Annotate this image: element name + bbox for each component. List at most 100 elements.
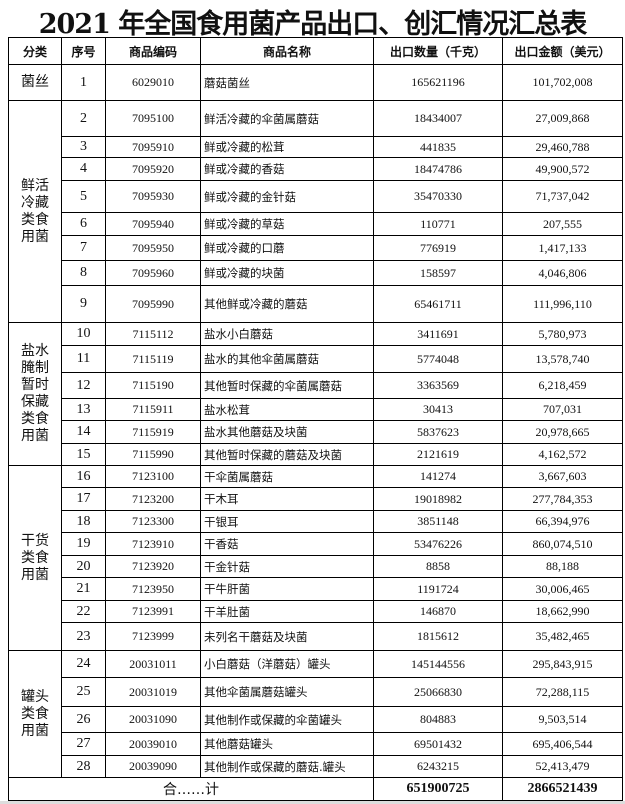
code-cell: 7095940 (105, 212, 201, 236)
code-cell: 7123100 (105, 465, 201, 488)
table-row: 26 20031090 其他制作或保藏的伞菌罐头 804883 9,503,514 (9, 706, 623, 733)
amount-cell: 52,413,479 (502, 755, 623, 778)
seq-cell: 20 (61, 555, 106, 578)
table-row: 鲜活冷藏类食用菌 2 7095100 鲜活冷藏的伞菌属蘑菇 18434007 27,009… (8, 100, 623, 323)
seq-cell: 26 (61, 706, 106, 733)
quantity-cell: 110771 (373, 212, 503, 236)
amount-cell: 72,288,115 (502, 677, 623, 707)
export-summary-table: 分类 序号 商品编码 商品名称 出口数量（千克） 出口金额（美元） 菌丝 1 602… (8, 37, 623, 801)
amount-cell: 695,406,544 (502, 732, 623, 756)
code-cell: 7123999 (105, 622, 201, 651)
code-cell: 7115990 (105, 443, 201, 466)
name-cell: 鲜或冷藏的口蘑 (200, 235, 374, 261)
header-code: 商品编码 (105, 37, 201, 65)
name-cell: 鲜或冷藏的金针菇 (200, 180, 374, 213)
category-cell: 罐头类食用菌 (8, 650, 62, 778)
table-row: 干货类食用菌 16 7123100 干伞菌属蘑菇 141274 3,667,603 (8, 465, 623, 651)
code-cell: 7095990 (105, 285, 201, 323)
total-label: 合……计 (8, 777, 374, 801)
seq-cell: 21 (61, 577, 106, 601)
table-row: 13 7115911 盐水松茸 30413 707,031 (9, 398, 623, 421)
name-cell: 其他鲜或冷藏的蘑菇 (200, 285, 374, 323)
header-category: 分类 (8, 37, 62, 65)
amount-cell: 860,074,510 (502, 532, 623, 556)
seq-cell: 9 (61, 285, 106, 323)
quantity-cell: 804883 (373, 706, 503, 733)
table-row: 22 7123991 干羊肚菌 146870 18,662,990 (9, 600, 623, 623)
category-cell: 菌丝 (8, 64, 62, 101)
total-row: 合……计 651900725 2866521439 (8, 777, 623, 801)
seq-cell: 23 (61, 622, 106, 651)
name-cell: 蘑菇菌丝 (200, 64, 374, 101)
quantity-cell: 53476226 (373, 532, 503, 556)
seq-cell: 1 (61, 64, 106, 101)
amount-cell: 71,737,042 (502, 180, 623, 213)
name-cell: 盐水松茸 (200, 398, 374, 421)
amount-cell: 20,978,665 (502, 420, 623, 444)
amount-cell: 101,702,008 (502, 64, 623, 101)
header-quantity: 出口数量（千克） (373, 37, 503, 65)
quantity-cell: 3851148 (373, 510, 503, 533)
quantity-cell: 165621196 (373, 64, 503, 101)
name-cell: 其他暂时保藏的蘑菇及块菌 (200, 443, 374, 466)
amount-cell: 277,784,353 (502, 487, 623, 511)
table-row: 19 7123910 干香菇 53476226 860,074,510 (9, 532, 623, 556)
name-cell: 鲜或冷藏的松茸 (200, 136, 374, 158)
name-cell: 盐水的其他伞菌属蘑菇 (200, 345, 374, 373)
table-row: 21 7123950 干牛肝菌 1191724 30,006,465 (9, 577, 623, 601)
seq-cell: 11 (61, 345, 106, 373)
name-cell: 鲜或冷藏的块菌 (200, 260, 374, 286)
table-row: 20 7123920 干金针菇 8858 88,188 (9, 555, 623, 578)
amount-cell: 66,394,976 (502, 510, 623, 533)
table-row: 11 7115119 盐水的其他伞菌属蘑菇 5774048 13,578,740 (9, 345, 623, 373)
name-cell: 干木耳 (200, 487, 374, 511)
quantity-cell: 1191724 (373, 577, 503, 601)
amount-cell: 295,843,915 (502, 650, 623, 678)
table-row: 18 7123300 干银耳 3851148 66,394,976 (9, 510, 623, 533)
code-cell: 7123300 (105, 510, 201, 533)
amount-cell: 29,460,788 (502, 136, 623, 158)
amount-cell: 18,662,990 (502, 600, 623, 623)
quantity-cell: 3363569 (373, 372, 503, 399)
quantity-cell: 158597 (373, 260, 503, 286)
code-cell: 20031019 (105, 677, 201, 707)
seq-cell: 24 (61, 650, 106, 678)
seq-cell: 3 (61, 136, 106, 158)
quantity-cell: 35470330 (373, 180, 503, 213)
name-cell: 鲜活冷藏的伞菌属蘑菇 (200, 100, 374, 137)
name-cell: 其他制作或保藏的伞菌罐头 (200, 706, 374, 733)
quantity-cell: 145144556 (373, 650, 503, 678)
name-cell: 干银耳 (200, 510, 374, 533)
seq-cell: 16 (61, 465, 106, 488)
category-cell: 干货类食用菌 (8, 465, 62, 651)
table-row: 4 7095920 鲜或冷藏的香菇 18474786 49,900,572 (9, 157, 623, 181)
quantity-cell: 5774048 (373, 345, 503, 373)
name-cell: 干牛肝菌 (200, 577, 374, 601)
page-title: 2021 年全国食用菌产品出口、创汇情况汇总表 (38, 9, 588, 40)
code-cell: 7123910 (105, 532, 201, 556)
name-cell: 盐水小白蘑菇 (200, 322, 374, 346)
name-cell: 鲜或冷藏的香菇 (200, 157, 374, 181)
name-cell: 其他暂时保藏的伞菌属蘑菇 (200, 372, 374, 399)
name-cell: 盐水其他蘑菇及块菌 (200, 420, 374, 444)
amount-cell: 4,162,572 (502, 443, 623, 466)
total-amount: 2866521439 (502, 777, 623, 801)
amount-cell: 1,417,133 (502, 235, 623, 261)
code-cell: 7123950 (105, 577, 201, 601)
amount-cell: 88,188 (502, 555, 623, 578)
code-cell: 7095920 (105, 157, 201, 181)
code-cell: 7115911 (105, 398, 201, 421)
seq-cell: 2 (61, 100, 106, 137)
seq-cell: 12 (61, 372, 106, 399)
quantity-cell: 776919 (373, 235, 503, 261)
seq-cell: 6 (61, 212, 106, 236)
code-cell: 7123920 (105, 555, 201, 578)
seq-cell: 4 (61, 157, 106, 181)
header-amount: 出口金额（美元） (502, 37, 623, 65)
quantity-cell: 441835 (373, 136, 503, 158)
code-cell: 6029010 (105, 64, 201, 101)
table-row: 23 7123999 未列名干蘑菇及块菌 1815612 35,482,465 (9, 622, 623, 651)
code-cell: 7115190 (105, 372, 201, 399)
quantity-cell: 19018982 (373, 487, 503, 511)
seq-cell: 10 (61, 322, 106, 346)
